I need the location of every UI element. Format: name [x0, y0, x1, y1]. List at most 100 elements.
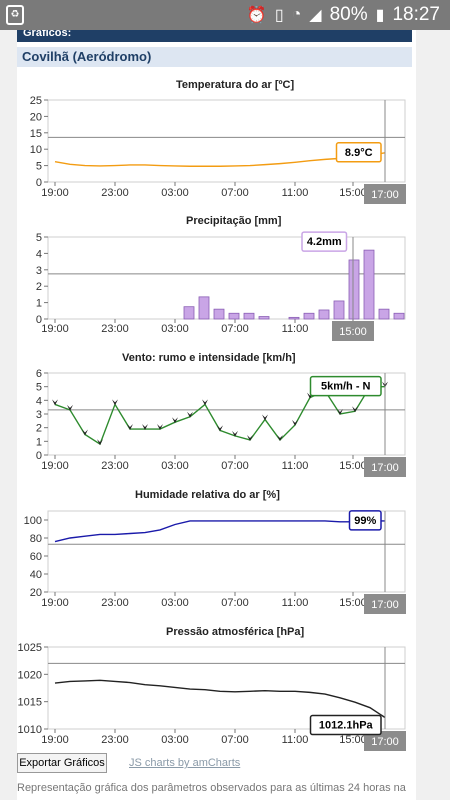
cursor-time-box: [364, 457, 406, 477]
value-balloon-label: 5km/h - N: [321, 381, 371, 393]
wind-direction-arrow: [382, 381, 388, 388]
precip-bar: [258, 316, 270, 320]
x-tick-label: 23:00: [101, 597, 129, 609]
clock: 18:27: [392, 4, 440, 25]
plot-area: [47, 99, 406, 183]
alarm-icon: ⏰: [246, 7, 267, 24]
wind-direction-arrow: [352, 406, 358, 413]
x-tick-label: 19:00: [41, 187, 69, 199]
wind-direction-arrow: [217, 425, 223, 432]
x-tick-label: 11:00: [282, 323, 309, 335]
wind-direction-arrow: [67, 404, 73, 411]
y-tick-label: 15: [30, 128, 42, 140]
cursor-time-box: [332, 321, 374, 341]
plot-area: [47, 236, 406, 320]
precip-bar: [288, 316, 300, 320]
wind-direction-arrow: [292, 419, 298, 426]
y-tick-label: 1: [36, 436, 42, 448]
precip-bar: [183, 306, 195, 320]
x-tick-label: 23:00: [101, 460, 129, 472]
x-tick-label: 11:00: [282, 460, 309, 472]
x-tick-label: 19:00: [41, 323, 69, 335]
x-tick-label: 15:00: [339, 597, 367, 609]
chart-title: Pressão atmosférica [hPa]: [166, 626, 305, 638]
y-tick-label: 25: [30, 95, 42, 107]
status-icons: ⏰ ▯ ◔ ◢ 80% ▮ 18:27: [247, 4, 440, 26]
wind-direction-arrow: [82, 429, 88, 436]
wind-direction-arrow: [202, 399, 208, 406]
precip-bar: [378, 308, 390, 320]
y-tick-label: 20: [30, 587, 42, 599]
wind-direction-arrow: [247, 434, 253, 441]
x-tick-label: 03:00: [161, 187, 189, 199]
x-tick-label: 03:00: [161, 460, 189, 472]
x-tick-label: 07:00: [221, 597, 249, 609]
y-tick-label: 5: [36, 232, 42, 244]
series-line: [54, 385, 385, 446]
y-tick-label: 40: [30, 569, 42, 581]
precip-bar: [228, 312, 240, 320]
cursor-time-label: 17:00: [371, 189, 399, 201]
section-header: Gráficos:: [17, 30, 412, 42]
x-tick-label: 11:00: [282, 734, 309, 746]
plot-area: [47, 510, 406, 593]
right-margin: [416, 30, 450, 800]
x-tick-label: 15:00: [339, 734, 367, 746]
precip-bar: [393, 312, 405, 320]
wifi-icon: ◔: [291, 6, 302, 23]
x-tick-label: 19:00: [41, 460, 69, 472]
plot-area: [47, 372, 406, 456]
precip-bar: [318, 309, 330, 320]
y-tick-label: 0: [36, 450, 42, 462]
y-tick-label: 4: [36, 248, 42, 260]
plot-area: [47, 646, 406, 730]
y-tick-label: 1010: [18, 724, 42, 736]
notification-icon: ♻: [6, 5, 24, 25]
battery-icon: ▮: [375, 7, 385, 24]
y-tick-label: 0: [36, 314, 42, 326]
x-tick-label: 15:00: [339, 460, 367, 472]
cursor-time-label: 17:00: [371, 462, 399, 474]
amcharts-credits-link[interactable]: JS charts by amCharts: [129, 757, 241, 769]
wind-direction-arrow: [127, 424, 133, 431]
precip-bar: [213, 308, 225, 320]
y-tick-label: 0: [36, 177, 42, 189]
series-line: [54, 152, 386, 167]
value-balloon-label: 8.9°C: [345, 147, 373, 159]
cursor-time-label: 17:00: [371, 736, 399, 748]
x-tick-label: 07:00: [221, 460, 249, 472]
x-tick-label: 03:00: [161, 734, 189, 746]
y-tick-label: 10: [30, 144, 42, 156]
y-tick-label: 1020: [18, 669, 42, 681]
vibrate-icon: ▯: [274, 7, 284, 24]
export-charts-button[interactable]: Exportar Gráficos: [17, 753, 107, 773]
chart-title: Precipitação [mm]: [186, 215, 282, 227]
x-tick-label: 07:00: [221, 187, 249, 199]
y-tick-label: 20: [30, 111, 42, 123]
wind-direction-arrow: [322, 385, 328, 392]
x-tick-label: 07:00: [221, 734, 249, 746]
signal-icon: ◢: [309, 7, 322, 24]
y-tick-label: 1: [36, 298, 42, 310]
wind-direction-arrow: [187, 411, 193, 418]
precip-bar: [348, 259, 360, 320]
cursor-time-label: 15:00: [339, 326, 367, 338]
value-balloon-label: 1012.1hPa: [319, 720, 374, 732]
value-balloon: [335, 142, 382, 163]
wind-direction-arrow: [52, 399, 58, 406]
x-tick-label: 23:00: [101, 734, 129, 746]
x-tick-label: 03:00: [161, 597, 189, 609]
chart-title: Temperatura do ar [ºC]: [176, 79, 295, 91]
value-balloon: [309, 714, 382, 736]
wind-direction-arrow: [337, 409, 343, 415]
precip-bar: [243, 312, 255, 320]
precip-bar: [333, 300, 345, 320]
chart-title: Vento: rumo e intensidade [km/h]: [122, 352, 296, 364]
wind-direction-arrow: [262, 414, 268, 421]
cursor-time-box: [364, 594, 406, 614]
section-title: Gráficos:: [23, 30, 72, 39]
